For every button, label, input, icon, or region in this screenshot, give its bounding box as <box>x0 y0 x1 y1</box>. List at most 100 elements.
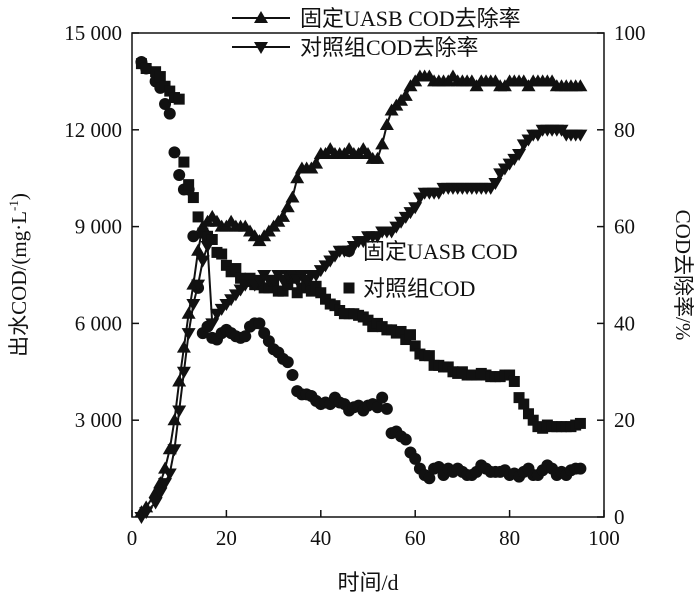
x-tick-label: 20 <box>216 526 237 550</box>
legend-marker <box>254 11 268 23</box>
legend-label: 固定UASB COD <box>363 239 518 264</box>
y-left-tick-label: 9 000 <box>75 215 122 239</box>
legend-marker <box>343 245 355 257</box>
data-point <box>409 452 422 465</box>
data-point <box>216 248 228 260</box>
data-point <box>276 209 291 222</box>
data-point <box>290 171 305 184</box>
y-right-tick-label: 60 <box>614 215 635 239</box>
data-point <box>286 369 299 382</box>
data-point <box>310 280 322 292</box>
legend-label: 对照组COD去除率 <box>300 35 478 60</box>
data-point <box>168 146 181 159</box>
series-triangle-up <box>134 69 588 518</box>
y-left-tick-label: 15 000 <box>64 21 122 45</box>
legend-label: 固定UASB COD去除率 <box>300 6 521 31</box>
data-point <box>172 405 187 418</box>
data-point <box>186 299 201 312</box>
data-point <box>239 330 252 343</box>
legend-item-top: 固定UASB COD去除率 <box>232 6 521 31</box>
y-right-tick-label: 80 <box>614 118 635 142</box>
y-left-tick-label: 12 000 <box>64 118 122 142</box>
data-point <box>282 279 294 291</box>
data-point <box>574 417 586 429</box>
data-point <box>423 472 436 485</box>
data-point <box>148 497 163 510</box>
legend-marker <box>343 282 355 294</box>
data-point <box>508 375 520 387</box>
data-point <box>178 156 190 168</box>
data-point <box>398 88 413 101</box>
data-point <box>230 263 242 275</box>
data-point <box>140 62 152 74</box>
y-right-tick-label: 0 <box>614 505 625 529</box>
data-point <box>139 507 154 520</box>
data-point <box>315 287 327 299</box>
data-point <box>399 433 412 446</box>
data-point <box>191 279 206 292</box>
data-point <box>513 392 525 404</box>
data-point <box>154 71 166 83</box>
y-right-tick-label: 100 <box>614 21 646 45</box>
y-left-tick-label: 6 000 <box>75 311 122 335</box>
data-point <box>253 317 266 330</box>
data-point <box>423 350 435 362</box>
data-point <box>362 314 374 326</box>
data-point <box>573 79 588 92</box>
data-point <box>409 340 421 352</box>
data-point <box>200 240 215 253</box>
data-point <box>281 356 294 369</box>
data-point <box>167 444 182 457</box>
y-left-axis-label-sup: -1 <box>6 200 21 211</box>
data-point <box>206 234 218 246</box>
data-point <box>370 151 385 164</box>
series-circle <box>135 56 587 485</box>
legend-item-mid: 对照组COD <box>343 276 475 301</box>
series-square <box>135 58 586 434</box>
x-tick-label: 0 <box>127 526 138 550</box>
data-point <box>518 398 530 410</box>
data-point <box>263 282 275 294</box>
y-left-axis-label-main: 出水COD/(mg·L <box>7 211 31 357</box>
data-point <box>285 190 300 203</box>
data-point <box>183 179 195 191</box>
data-point <box>153 487 168 500</box>
data-point <box>192 211 204 223</box>
data-point <box>395 325 407 337</box>
plot-border <box>131 32 605 518</box>
data-point <box>404 329 416 341</box>
legend-label: 对照组COD <box>363 276 475 301</box>
y-left-tick-label: 3 000 <box>75 408 122 432</box>
data-point <box>379 117 394 130</box>
data-point <box>512 149 527 161</box>
series-triangle-down <box>134 124 588 524</box>
data-point <box>163 107 176 120</box>
x-tick-label: 40 <box>310 526 331 550</box>
data-point <box>173 168 186 181</box>
data-point <box>573 129 588 142</box>
y-right-tick-label: 40 <box>614 311 635 335</box>
x-axis-label: 时间/d <box>337 570 398 595</box>
data-point <box>162 468 177 481</box>
data-point <box>371 401 384 414</box>
data-point <box>220 259 232 271</box>
data-point <box>280 200 295 213</box>
data-point <box>527 414 539 426</box>
data-point <box>173 93 185 105</box>
series-layer <box>134 56 588 524</box>
legend-marker <box>254 42 268 54</box>
data-point <box>574 462 587 475</box>
y-left-axis-label-close: ) <box>7 193 31 200</box>
series-line <box>140 75 581 513</box>
data-point <box>191 243 206 256</box>
legend-item-mid: 固定UASB COD <box>343 239 518 264</box>
axes-layer: 0 20 40 60 80 100 3 000 6 000 9 000 12 000 15 000 0… <box>6 21 695 595</box>
data-point <box>375 137 390 150</box>
plot-frame <box>131 32 605 518</box>
data-point <box>522 408 534 420</box>
data-point <box>309 156 324 169</box>
data-point <box>176 366 191 379</box>
data-point <box>164 85 176 97</box>
data-point <box>205 318 220 331</box>
